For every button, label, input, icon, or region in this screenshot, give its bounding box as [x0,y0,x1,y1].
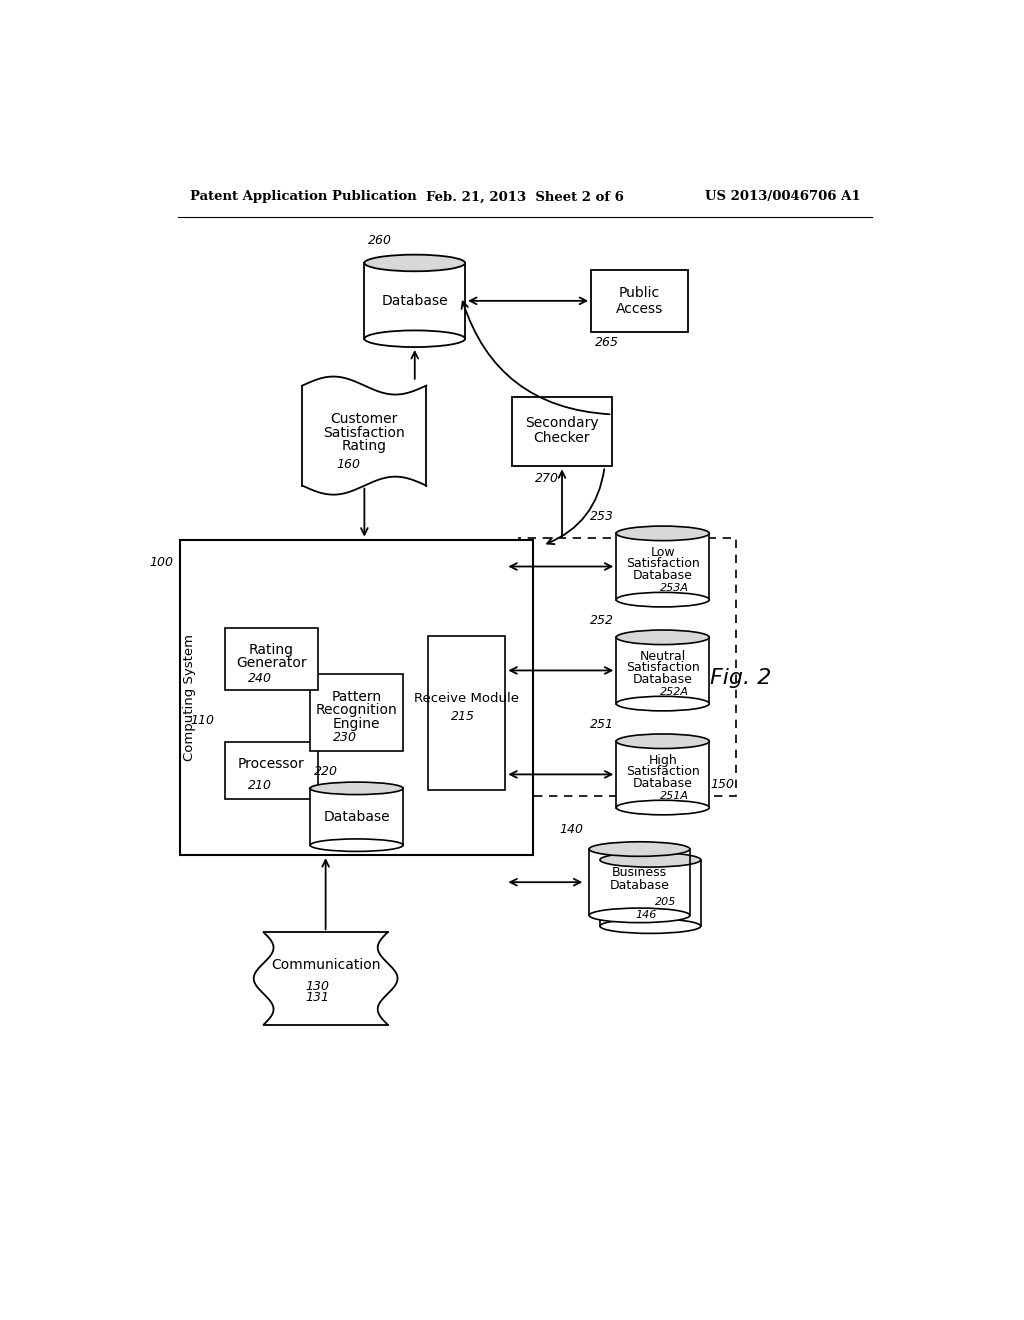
Ellipse shape [616,697,710,711]
Polygon shape [589,849,690,915]
Text: Satisfaction: Satisfaction [626,764,699,777]
Text: Public: Public [618,286,660,300]
Text: Feb. 21, 2013  Sheet 2 of 6: Feb. 21, 2013 Sheet 2 of 6 [426,190,624,203]
Text: Database: Database [324,809,390,824]
Bar [428,636,506,789]
Ellipse shape [589,908,690,923]
Text: 110: 110 [190,714,214,727]
Ellipse shape [589,842,690,857]
Text: 251A: 251A [659,791,689,801]
Bar [302,385,426,486]
Text: 205: 205 [655,898,677,907]
Polygon shape [616,638,710,704]
Ellipse shape [600,919,700,933]
Ellipse shape [310,781,403,795]
Text: 131: 131 [306,991,330,1005]
Text: Rating: Rating [249,643,294,656]
Text: Receive Module: Receive Module [414,693,519,705]
Text: Satisfaction: Satisfaction [324,425,406,440]
Text: Patent Application Publication: Patent Application Publication [190,190,417,203]
Text: Database: Database [609,879,670,892]
Ellipse shape [600,853,700,867]
Text: Generator: Generator [237,656,306,669]
Text: 215: 215 [451,710,475,723]
Text: 160: 160 [337,458,360,471]
Text: 260: 260 [369,234,392,247]
Text: Neutral: Neutral [640,649,686,663]
Text: 240: 240 [248,672,271,685]
Text: High: High [648,754,677,767]
Text: Computing System: Computing System [183,634,197,760]
Text: Processor: Processor [238,758,305,771]
Polygon shape [365,263,465,339]
Text: 150: 150 [711,779,734,791]
Text: Pattern: Pattern [332,690,382,705]
Bar [263,932,388,1024]
Text: 253A: 253A [659,583,689,593]
Text: 220: 220 [314,764,338,777]
Ellipse shape [310,840,403,851]
Text: 146: 146 [636,909,657,920]
Text: Business: Business [612,866,667,879]
Text: 252A: 252A [659,686,689,697]
Text: Access: Access [615,301,664,315]
Text: Database: Database [381,294,449,308]
Text: 270: 270 [535,473,558,486]
Ellipse shape [616,734,710,748]
Text: 140: 140 [559,824,584,837]
Text: Low: Low [650,546,675,560]
Text: Fig. 2: Fig. 2 [710,668,771,688]
Polygon shape [616,742,710,808]
Text: Customer: Customer [331,412,398,425]
Polygon shape [310,788,403,845]
Text: 251: 251 [590,718,614,731]
Text: Database: Database [633,777,692,791]
Ellipse shape [616,800,710,814]
Ellipse shape [616,593,710,607]
Text: 100: 100 [148,556,173,569]
Text: 210: 210 [248,779,271,792]
Bar [225,628,317,689]
Ellipse shape [616,527,710,541]
Text: Database: Database [633,673,692,686]
Text: Checker: Checker [534,430,590,445]
Text: 230: 230 [333,731,357,744]
Text: Engine: Engine [333,717,380,730]
Text: Satisfaction: Satisfaction [626,661,699,675]
Text: Satisfaction: Satisfaction [626,557,699,570]
Text: 265: 265 [595,335,618,348]
Bar [512,397,612,466]
Bar [180,540,532,855]
Text: Database: Database [633,569,692,582]
Text: 130: 130 [306,979,330,993]
Text: 252: 252 [590,614,614,627]
Text: Secondary: Secondary [525,416,599,429]
Ellipse shape [616,630,710,644]
Bar [310,675,403,751]
Text: 253: 253 [590,511,614,523]
Bar [591,271,688,331]
Bar [519,537,736,796]
Bar [225,742,317,800]
Polygon shape [600,859,700,927]
Text: Recognition: Recognition [315,702,397,717]
Ellipse shape [365,255,465,272]
Ellipse shape [365,330,465,347]
Text: Rating: Rating [342,440,387,453]
Text: US 2013/0046706 A1: US 2013/0046706 A1 [705,190,860,203]
Polygon shape [616,533,710,599]
Text: Communication: Communication [271,957,380,972]
